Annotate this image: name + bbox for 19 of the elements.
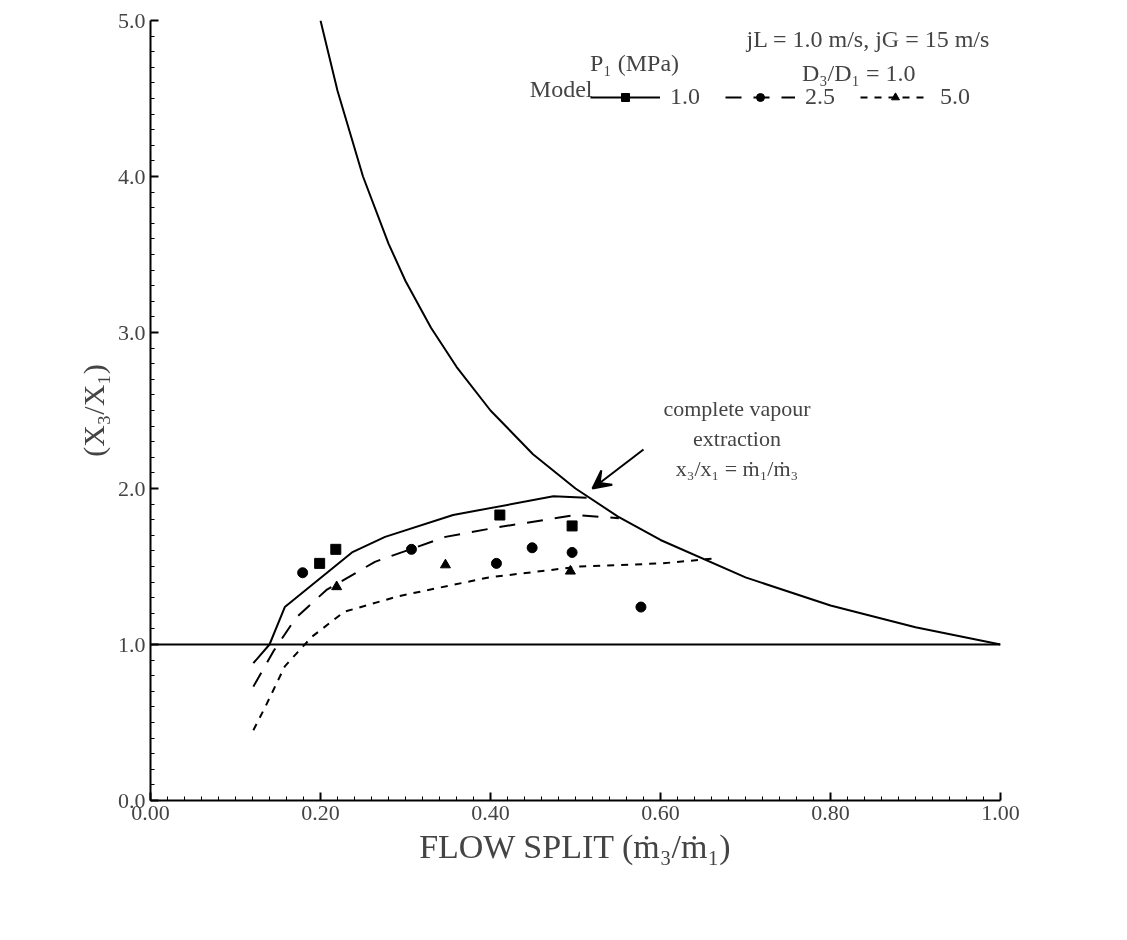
x-axis-title: FLOW SPLIT (ṁ₃/ṁ₁) — [419, 827, 731, 866]
y-tick-label: 3.0 — [118, 319, 146, 345]
legend-label: 1.0 — [670, 83, 700, 110]
x-tick-label: 0.40 — [471, 799, 510, 825]
y-tick-label: 5.0 — [118, 7, 146, 33]
x-tick-label: 1.00 — [981, 799, 1020, 825]
y-tick-label: 1.0 — [118, 631, 146, 657]
legend-title: P₁ (MPa) — [590, 50, 680, 76]
annotation: complete vapour extraction x₃/x₁ = ṁ₁/ṁ₃ — [663, 395, 812, 481]
annotation: jL = 1.0 m/s, jG = 15 m/s — [745, 25, 990, 52]
y-tick-label: 2.0 — [118, 475, 146, 501]
legend-label: 5.0 — [940, 83, 970, 110]
y-axis-title: (X₃/X₁) — [77, 364, 111, 457]
x-tick-label: 0.80 — [811, 799, 850, 825]
y-tick-label: 4.0 — [118, 163, 146, 189]
annotation: Model — [529, 75, 593, 102]
x-tick-label: 0.20 — [301, 799, 340, 825]
x-tick-label: 0.60 — [641, 799, 680, 825]
annotation: D₃/D₁ = 1.0 — [801, 60, 916, 87]
